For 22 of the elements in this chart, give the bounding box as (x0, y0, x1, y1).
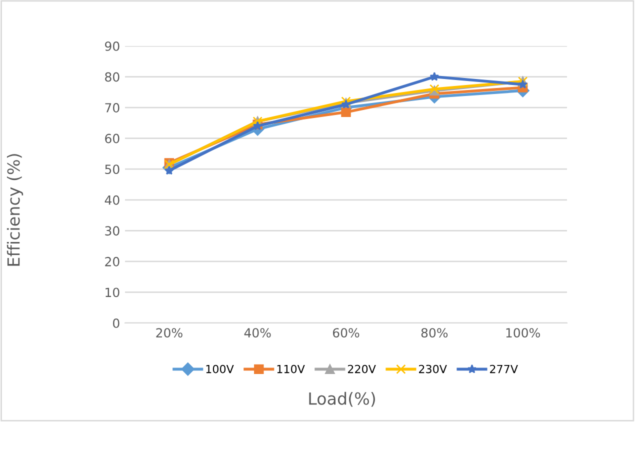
legend-label: 230V (418, 364, 447, 374)
y-tick-label: 80 (105, 72, 120, 82)
x-axis-title: Load(%) (309, 392, 375, 407)
x-tick-label: 20% (156, 328, 182, 338)
x-tick-label: 60% (332, 328, 360, 338)
x-tick-label: 40% (244, 328, 271, 338)
y-tick-label: 20 (105, 256, 120, 266)
y-tick-label: 40 (104, 195, 120, 205)
y-tick-label: 70 (105, 103, 120, 112)
y-tick-label: 10 (106, 288, 120, 298)
y-tick-label: 0 (113, 318, 120, 328)
y-tick-label: 50 (105, 164, 120, 174)
x-tick-label: 80% (421, 328, 448, 338)
y-tick-label: 30 (105, 226, 120, 236)
legend-label: 110V (277, 364, 305, 374)
y-tick-label: 90 (105, 41, 120, 51)
y-tick-label: 60 (105, 134, 120, 144)
legend-label: 100V (206, 364, 234, 374)
legend-label: 220V (348, 364, 376, 374)
y-axis-title: Efficiency (%) (6, 154, 24, 266)
legend-label: 277V (490, 364, 518, 374)
x-tick-label: 100% (506, 328, 540, 338)
